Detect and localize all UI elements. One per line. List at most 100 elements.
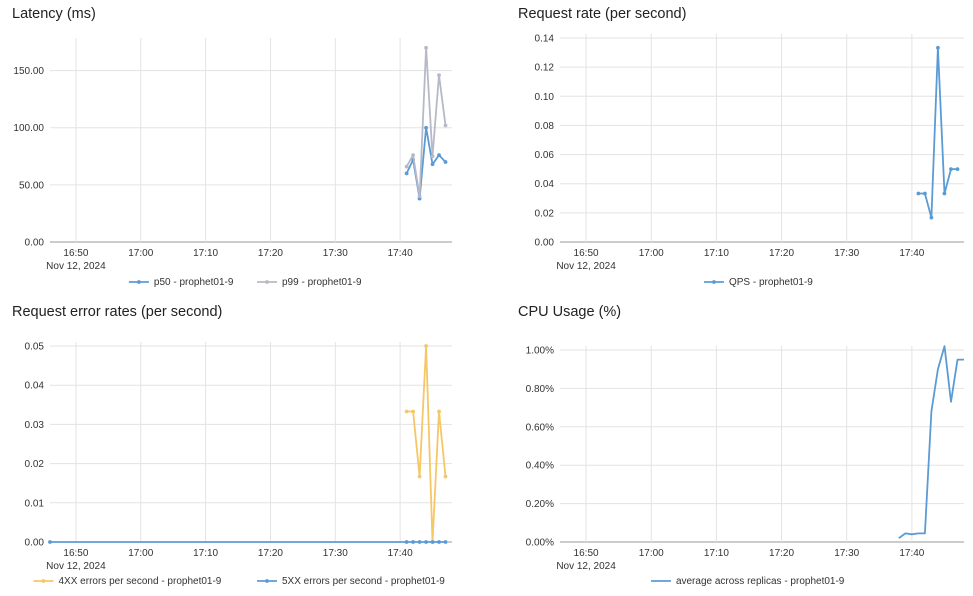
data-point: [411, 153, 415, 158]
y-tick-label: 0.00: [535, 238, 555, 249]
x-date-label: Nov 12, 2024: [46, 561, 106, 572]
y-tick-label: 50.00: [19, 180, 44, 191]
legend-label: QPS - prophet01-9: [729, 277, 813, 288]
y-tick-label: 0.03: [25, 420, 45, 431]
request-rate-chart: 0.00 0.02 0.04 0.06 0.08 0.10 0.12 0.14 16:50 17:…: [535, 34, 964, 288]
data-point: [404, 171, 409, 176]
y-tick-label: 0.08: [535, 121, 555, 132]
x-tick-label: 17:40: [388, 248, 413, 259]
data-point: [443, 160, 448, 164]
data-point: [417, 540, 422, 544]
data-point: [955, 167, 960, 172]
legend-label: 5XX errors per second - prophet01-9: [282, 576, 445, 587]
x-tick-label: 17:40: [899, 548, 924, 559]
data-point: [417, 194, 422, 199]
data-point: [424, 125, 428, 130]
x-tick-label: 16:50: [63, 248, 88, 259]
x-tick-label: 17:20: [769, 548, 794, 559]
data-point: [411, 409, 415, 414]
x-tick-label: 17:20: [769, 248, 794, 259]
x-date-label: Nov 12, 2024: [46, 261, 106, 272]
data-point: [936, 45, 940, 50]
error-rates-chart-panel: Request error rates (per second) 0.00 0.0…: [0, 298, 486, 596]
y-tick-label: 0.80%: [526, 384, 554, 395]
legend-label: 4XX errors per second - prophet01-9: [59, 576, 222, 587]
series-line: [405, 46, 447, 198]
data-point: [430, 162, 435, 167]
x-tick-label: 17:10: [193, 248, 218, 259]
y-tick-label: 0.00: [25, 538, 45, 549]
legend-label: average across replicas - prophet01-9: [676, 576, 845, 587]
data-point: [942, 191, 947, 196]
x-date-label: Nov 12, 2024: [556, 561, 616, 572]
y-tick-label: 0.02: [25, 459, 45, 470]
x-tick-label: 17:30: [323, 548, 348, 559]
x-tick-label: 17:40: [899, 248, 924, 259]
x-tick-label: 17:30: [834, 548, 859, 559]
y-tick-label: 0.10: [535, 92, 555, 103]
legend-marker: [41, 579, 46, 583]
data-point: [443, 474, 448, 479]
y-tick-label: 1.00%: [526, 346, 554, 357]
data-point: [404, 164, 409, 169]
data-point: [437, 73, 441, 78]
y-tick-label: 0.05: [25, 342, 45, 353]
x-tick-label: 16:50: [63, 548, 88, 559]
chart-title: CPU Usage (%): [518, 304, 622, 320]
x-tick-label: 17:10: [193, 548, 218, 559]
data-point: [443, 123, 448, 128]
data-point: [430, 154, 435, 159]
x-tick-label: 17:10: [704, 248, 729, 259]
y-tick-label: 0.60%: [526, 422, 554, 433]
data-point: [411, 540, 415, 544]
y-tick-label: 0.12: [535, 63, 555, 74]
y-tick-label: 0.40%: [526, 461, 554, 472]
legend-label: p99 - prophet01-9: [282, 277, 362, 288]
x-tick-label: 17:20: [258, 548, 283, 559]
x-tick-label: 17:30: [834, 248, 859, 259]
chart-title: Request rate (per second): [518, 6, 687, 22]
series-line: [898, 345, 964, 539]
data-point: [424, 45, 428, 50]
x-tick-label: 17:30: [323, 248, 348, 259]
series-line: [405, 126, 447, 200]
latency-chart: 0.00 50.00 100.00 150.00 16:50 17:00 17:10 17:2…: [13, 38, 452, 288]
y-tick-label: 0.01: [25, 498, 45, 509]
data-point: [404, 540, 409, 544]
error-rates-chart: 0.00 0.01 0.02 0.03 0.04 0.05 16:50 17:00 17:10 1…: [25, 342, 452, 587]
y-tick-label: 0.20%: [526, 499, 554, 510]
data-point: [417, 474, 422, 479]
data-point: [923, 191, 927, 196]
legend-label: p50 - prophet01-9: [154, 277, 234, 288]
y-tick-label: 0.04: [535, 179, 555, 190]
data-point: [443, 540, 448, 544]
x-tick-label: 17:40: [388, 548, 413, 559]
data-point: [437, 540, 441, 544]
legend-marker: [712, 280, 716, 284]
data-point: [916, 191, 921, 196]
x-tick-label: 17:00: [128, 548, 153, 559]
x-date-label: Nov 12, 2024: [556, 261, 616, 272]
data-point: [48, 540, 52, 544]
chart-title: Request error rates (per second): [12, 304, 223, 320]
latency-chart-panel: Latency (ms) 0.00 50.00 100.00 150.00 16:50 1…: [0, 0, 486, 298]
cpu-usage-chart: 0.00% 0.20% 0.40% 0.60% 0.80% 1.00% 16:50 17:00…: [526, 345, 964, 587]
legend-marker: [265, 579, 269, 583]
y-tick-label: 0.00%: [526, 538, 554, 549]
y-tick-label: 100.00: [13, 123, 44, 134]
x-tick-label: 16:50: [574, 548, 599, 559]
data-point: [424, 540, 428, 544]
data-point: [929, 215, 934, 220]
cpu-usage-chart-panel: CPU Usage (%) 0.00% 0.20% 0.40% 0.60% 0.80% 1…: [506, 298, 973, 596]
y-tick-label: 0.04: [25, 381, 45, 392]
legend-marker: [265, 280, 269, 284]
y-tick-label: 0.14: [535, 34, 555, 45]
y-tick-label: 0.06: [535, 150, 555, 161]
data-point: [949, 167, 953, 172]
data-point: [430, 540, 435, 544]
x-tick-label: 17:00: [639, 548, 664, 559]
x-tick-label: 17:00: [128, 248, 153, 259]
request-rate-chart-panel: Request rate (per second) 0.00 0.02 0.04 0.…: [506, 0, 973, 298]
legend-marker: [137, 280, 141, 284]
x-tick-label: 17:10: [704, 548, 729, 559]
